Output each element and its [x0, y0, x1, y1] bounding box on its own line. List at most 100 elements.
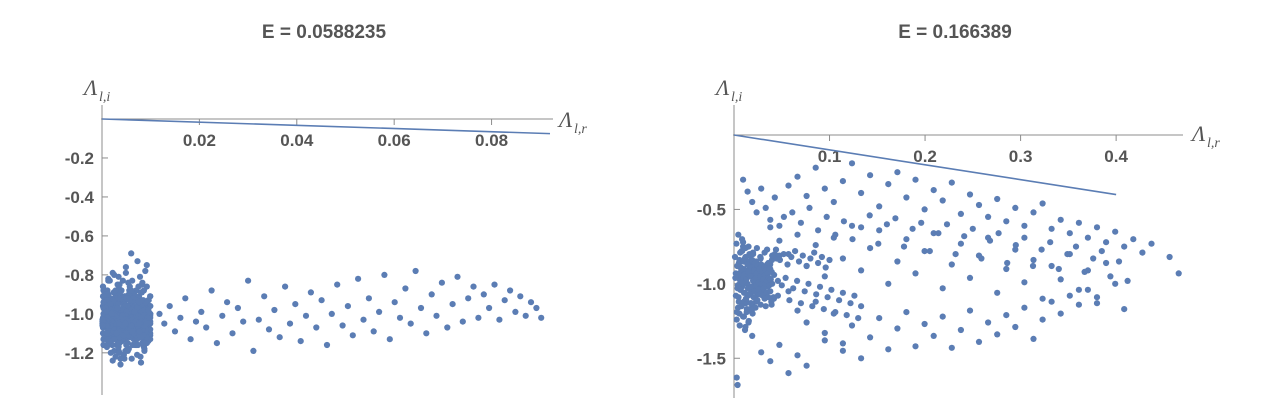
- right-data-point: [832, 309, 839, 316]
- left-data-point: [501, 297, 508, 304]
- right-data-point: [748, 283, 755, 290]
- left-data-point: [517, 293, 524, 300]
- right-data-point: [909, 225, 916, 232]
- left-data-point: [339, 322, 346, 329]
- right-data-point: [985, 319, 992, 326]
- left-data-point: [105, 277, 112, 284]
- left-data-point: [428, 291, 435, 298]
- left-data-point: [208, 287, 215, 294]
- left-data-point: [99, 316, 106, 323]
- left-y-axis-label-main: Λ: [82, 75, 98, 100]
- right-data-point: [986, 237, 994, 244]
- left-reference-line-group: [101, 118, 551, 135]
- left-data-point: [137, 359, 145, 366]
- left-y-axis-label: Λ l,i: [82, 75, 110, 105]
- right-data-point: [803, 319, 810, 326]
- left-data-point: [402, 285, 409, 292]
- right-data-point: [780, 251, 787, 258]
- left-data-point: [313, 324, 320, 331]
- left-data-point: [396, 314, 404, 321]
- right-data-point: [767, 288, 774, 295]
- right-data-point: [1021, 234, 1028, 241]
- right-data-point: [772, 246, 780, 253]
- right-data-point: [885, 181, 892, 188]
- right-data-point: [1112, 280, 1119, 287]
- right-data-point: [1038, 246, 1045, 253]
- right-y-tick-label: -1.0: [697, 275, 726, 294]
- right-data-point: [803, 262, 810, 270]
- right-data-point: [815, 259, 822, 267]
- right-data-point: [752, 304, 759, 311]
- left-data-point: [143, 262, 150, 269]
- left-data-point: [116, 281, 123, 288]
- left-x-tick-label: 0.02: [183, 131, 216, 150]
- right-data-point: [1003, 218, 1010, 225]
- right-data-point: [794, 307, 801, 314]
- right-data-point: [957, 210, 965, 217]
- left-data-point: [129, 277, 136, 284]
- left-data-point: [198, 308, 205, 315]
- right-data-point: [839, 347, 847, 354]
- left-data-point: [318, 297, 325, 304]
- left-data-point: [265, 326, 273, 333]
- left-x-axis-label-main: Λ: [557, 107, 573, 132]
- left-data-point: [412, 267, 419, 275]
- right-data-point: [792, 248, 799, 255]
- left-data-point: [124, 347, 131, 354]
- left-data-point: [533, 304, 540, 312]
- left-data-point: [486, 304, 493, 312]
- right-data-point: [851, 292, 858, 299]
- right-data-point: [811, 249, 818, 256]
- left-y-tick-label: -1.0: [65, 305, 94, 324]
- right-data-point: [1075, 219, 1082, 226]
- right-data-point: [813, 291, 820, 298]
- right-data-point: [1039, 316, 1046, 323]
- right-data-point: [1039, 200, 1046, 207]
- right-data-point: [1093, 224, 1101, 231]
- right-data-point: [948, 344, 955, 351]
- right-scatter-points: [731, 160, 1182, 389]
- right-data-point: [894, 169, 901, 176]
- left-data-point: [203, 324, 210, 331]
- right-data-point: [738, 265, 745, 273]
- right-data-point: [758, 349, 765, 356]
- right-data-point: [732, 274, 739, 281]
- right-data-point: [768, 268, 775, 275]
- left-chart-title: E = 0.0588235: [262, 22, 387, 43]
- left-data-point: [355, 275, 362, 282]
- left-data-point: [365, 295, 372, 302]
- right-x-tick-label: 0.2: [913, 147, 937, 166]
- left-data-point: [166, 303, 173, 310]
- right-data-point: [771, 194, 778, 201]
- right-data-point: [867, 334, 874, 341]
- right-data-point: [794, 173, 801, 180]
- right-data-point: [788, 253, 795, 261]
- right-data-point: [1093, 300, 1101, 307]
- left-data-point: [240, 318, 247, 325]
- right-data-point: [1130, 236, 1137, 243]
- right-data-point: [786, 297, 793, 304]
- right-y-axis-label: Λ l,i: [714, 75, 742, 105]
- right-data-point: [734, 282, 741, 289]
- left-data-point: [114, 304, 121, 312]
- right-data-point: [1055, 265, 1062, 273]
- right-data-point: [1012, 204, 1019, 211]
- right-data-point: [935, 230, 942, 237]
- right-data-point: [776, 237, 783, 244]
- right-data-point: [957, 240, 965, 247]
- right-data-point: [818, 253, 826, 261]
- left-data-point: [438, 279, 445, 286]
- right-data-point: [776, 341, 783, 348]
- right-data-point: [995, 230, 1002, 237]
- right-data-point: [809, 303, 816, 310]
- left-y-tick-label: -0.6: [65, 227, 94, 246]
- right-data-point: [828, 286, 835, 293]
- right-data-point: [1003, 265, 1010, 273]
- left-data-point: [219, 312, 226, 319]
- right-data-point: [731, 253, 739, 261]
- right-data-point: [812, 164, 819, 171]
- right-data-point: [1103, 239, 1110, 246]
- right-data-point: [753, 209, 760, 216]
- right-data-point: [867, 172, 874, 179]
- right-data-point: [794, 352, 801, 359]
